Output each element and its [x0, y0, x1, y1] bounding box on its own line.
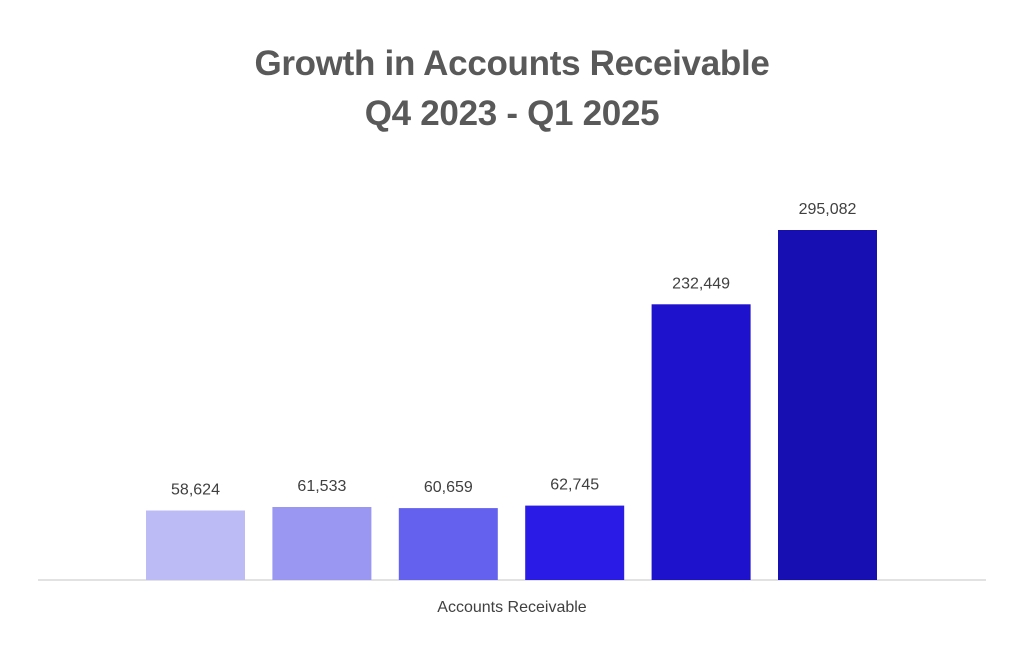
bars-group [146, 230, 877, 580]
bar-6 [778, 230, 877, 580]
bar-3 [398, 508, 498, 580]
bar-5 [651, 304, 751, 580]
x-axis-label: Accounts Receivable [437, 599, 587, 616]
data-label-5: 232,449 [672, 275, 730, 292]
data-label-1: 58,624 [171, 482, 220, 499]
chart-subtitle: Q4 2023 - Q1 2025 [364, 94, 660, 133]
data-label-2: 61,533 [297, 478, 346, 495]
bar-4 [525, 505, 625, 580]
value-labels-group: 58,624 61,533 60,659 62,745 232,449 295,082 [171, 201, 856, 499]
bar-2 [272, 507, 372, 580]
data-label-4: 62,745 [550, 477, 599, 494]
data-label-6: 295,082 [799, 201, 857, 218]
bar-1 [146, 510, 245, 580]
chart-title: Growth in Accounts Receivable [254, 44, 770, 83]
data-label-3: 60,659 [424, 479, 473, 496]
